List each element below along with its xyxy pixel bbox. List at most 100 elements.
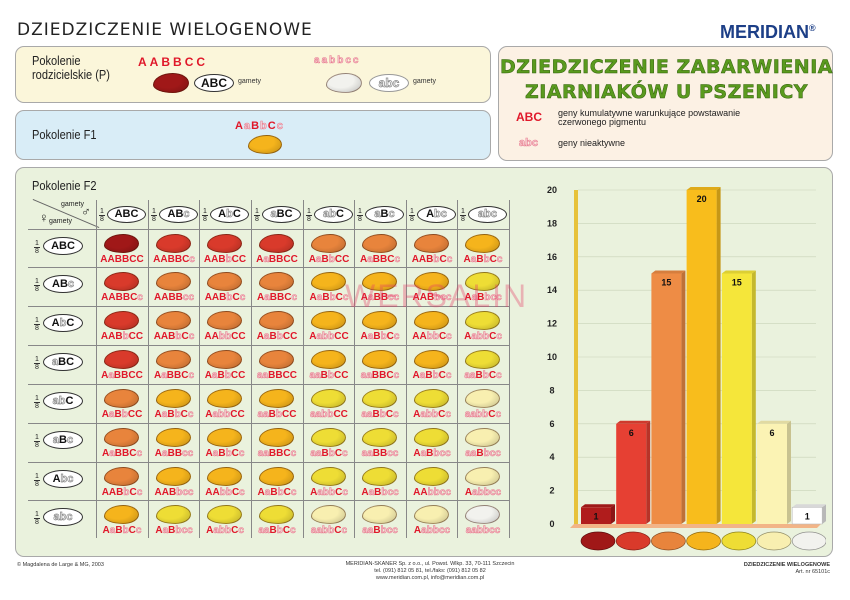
genotype-label: aaBbCc xyxy=(303,448,355,460)
genotype-label: aabbCC xyxy=(303,409,355,421)
recessive-allele: c xyxy=(392,76,400,91)
dominant-allele: C xyxy=(129,487,137,498)
genotype-label: AABBCc xyxy=(96,292,148,304)
punnett-cell: aaBbCc xyxy=(354,384,406,423)
dominant-allele: C xyxy=(335,487,343,498)
dominant-allele: B xyxy=(269,331,277,342)
recessive-allele: a xyxy=(263,409,269,421)
punnett-cell: AaBBCc xyxy=(96,423,148,462)
recessive-allele: b xyxy=(121,409,128,421)
dominant-allele: A xyxy=(204,370,212,381)
genotype-label: AAbbCc xyxy=(199,487,251,499)
recessive-allele: c xyxy=(136,487,143,499)
genotype-label: AAbbCC xyxy=(199,331,251,343)
genotype-label: AaBbcc xyxy=(406,448,458,460)
punnett-cell: AaBbcc xyxy=(457,267,509,306)
dominant-allele: A xyxy=(52,473,61,485)
bar xyxy=(757,423,787,524)
recessive-allele: b xyxy=(60,473,68,486)
recessive-allele: a xyxy=(212,448,219,460)
dominant-allele: A xyxy=(308,254,316,265)
recessive-allele: b xyxy=(226,292,233,304)
recessive-allele: b xyxy=(322,487,330,499)
recessive-allele: a xyxy=(315,370,321,382)
fraction-numerator: 1 xyxy=(34,511,40,519)
fraction-numerator: 1 xyxy=(357,208,363,216)
genotype-label: AABbcc xyxy=(148,487,200,499)
dominant-allele: A xyxy=(153,292,162,303)
genotype-label: AABbCc xyxy=(96,487,148,499)
dominant-allele: A xyxy=(420,487,428,498)
recessive-allele: b xyxy=(218,409,225,421)
recessive-allele: c xyxy=(444,525,451,537)
dominant-allele: A xyxy=(310,487,318,498)
recessive-allele: b xyxy=(329,208,336,221)
dominant-allele: C xyxy=(282,525,291,536)
kernel-icon-dark-red xyxy=(153,73,189,93)
punnett-cell: aaBbCC xyxy=(251,384,303,423)
recessive-allele: a xyxy=(53,511,60,524)
recessive-allele: c xyxy=(189,254,195,266)
kernel-icon xyxy=(104,428,139,447)
dominant-allele: B xyxy=(115,292,123,303)
bar-value-label: 1 xyxy=(593,511,598,521)
dominant-allele: C xyxy=(488,409,496,420)
grid-line-h xyxy=(28,345,509,346)
genotype-label: aaBbCc xyxy=(457,370,509,382)
grid-line-v xyxy=(406,200,407,538)
punnett-cell: AaBbCC xyxy=(199,345,251,384)
publisher-info: MERIDIAN-SKANER Sp. z o.o., ul. Powst. W… xyxy=(300,561,560,582)
dominant-allele: A xyxy=(100,331,109,342)
genotype-label: AABbCc xyxy=(148,331,200,343)
dominant-allele: A xyxy=(155,525,163,536)
recessive-allele: b xyxy=(275,409,283,421)
punnett-cell: AAbbCc xyxy=(199,462,251,500)
dominant-allele: A xyxy=(235,120,244,132)
dominant-allele: C xyxy=(181,331,189,342)
dominant-allele: A xyxy=(412,292,420,303)
dominant-allele: C xyxy=(231,448,239,459)
dominant-allele: C xyxy=(342,254,350,265)
kernel-icon xyxy=(259,311,294,330)
dominant-allele: A xyxy=(101,487,109,498)
column-gamete: abc xyxy=(468,206,507,223)
dominant-allele: B xyxy=(175,208,184,220)
genotype-label: aaBbcc xyxy=(354,525,406,537)
dominant-allele: C xyxy=(387,254,395,265)
bar xyxy=(616,423,647,524)
dominant-allele: C xyxy=(283,448,291,459)
punnett-cell: AaBbcc xyxy=(148,500,200,538)
bar-side xyxy=(822,504,826,524)
dominant-allele: A xyxy=(413,525,422,536)
dominant-allele: C xyxy=(135,370,143,381)
recessive-allele: a xyxy=(109,448,115,460)
dominant-allele: A xyxy=(309,331,317,342)
recessive-allele: a xyxy=(362,525,368,537)
dominant-allele: B xyxy=(209,76,219,90)
genotype-label: AABbCC xyxy=(199,254,251,266)
f2-label: Pokolenie F2 xyxy=(32,178,97,193)
genotype-label: AaBbCc xyxy=(406,370,458,382)
dominant-allele: C xyxy=(439,254,447,265)
dominant-allele: B xyxy=(59,278,68,290)
genotype-label: AabbCc xyxy=(199,525,251,537)
genotype-label: AaBBCc xyxy=(251,292,303,304)
dominant-allele: A xyxy=(256,331,264,342)
legend-symbol-inactive: abc xyxy=(519,137,539,150)
kernel-icon xyxy=(465,389,500,408)
punnett-cell: AaBbCc xyxy=(354,306,406,345)
recessive-allele: c xyxy=(393,331,400,343)
dominant-allele: A xyxy=(205,448,213,459)
kernel-icon xyxy=(104,234,139,253)
recessive-allele: b xyxy=(433,254,440,266)
punnett-cell: AAbbcc xyxy=(406,462,458,500)
dominant-allele: A xyxy=(161,487,169,498)
recessive-allele: a xyxy=(317,487,323,499)
dominant-allele: A xyxy=(138,55,150,69)
recessive-allele: a xyxy=(478,208,485,221)
recessive-allele: b xyxy=(276,331,283,343)
punnett-cell: AabbCC xyxy=(303,306,355,345)
recessive-allele: a xyxy=(366,370,372,382)
dominant-allele: A xyxy=(212,487,220,498)
